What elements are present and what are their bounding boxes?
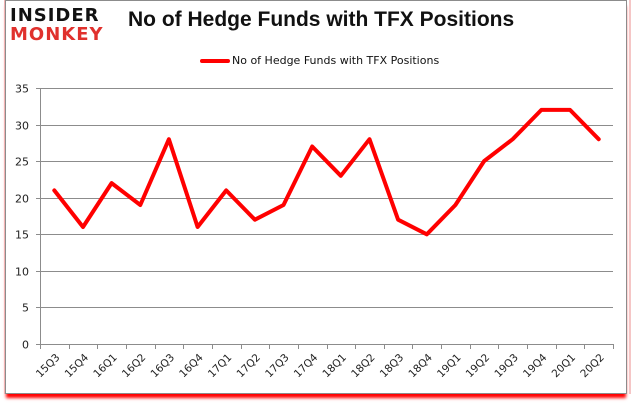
x-tick-label: 19Q4 [521, 351, 550, 380]
x-tick-label: 16Q1 [91, 352, 120, 381]
x-tick-label: 16Q2 [120, 352, 149, 381]
x-tick-label: 17Q4 [292, 351, 321, 380]
x-tick-label: 15Q3 [34, 352, 63, 381]
x-tick-label: 20Q1 [550, 352, 579, 381]
legend-label: No of Hedge Funds with TFX Positions [232, 54, 440, 67]
series-line-tfx [52, 107, 601, 237]
insider-monkey-logo: INSIDER MONKEY [10, 6, 115, 48]
x-tick-label: 19Q2 [464, 352, 493, 381]
chart-title: No of Hedge Funds with TFX Positions [128, 8, 515, 31]
y-tick-label: 35 [15, 83, 29, 96]
legend-line-swatch [200, 58, 230, 63]
x-axis: 15Q3 15Q4 16Q1 16Q2 16Q3 16Q4 17Q1 17Q2 17Q3 17Q4… [34, 344, 614, 380]
logo-line-1: INSIDER [10, 5, 100, 26]
y-tick-label: 20 [15, 193, 29, 206]
x-tick-label: 15Q4 [63, 351, 92, 380]
y-tick-label: 0 [22, 339, 29, 352]
x-tick-label: 17Q3 [263, 352, 292, 381]
x-tick-label: 17Q2 [234, 352, 263, 381]
y-tick-label: 15 [15, 229, 29, 242]
frame-edge-left [4, 0, 5, 394]
y-tick-label: 10 [15, 266, 29, 279]
x-tick-label: 19Q1 [435, 352, 464, 381]
chart-legend: No of Hedge Funds with TFX Positions [200, 54, 439, 67]
y-tick-label: 25 [15, 156, 29, 169]
x-tick-label: 18Q4 [406, 351, 435, 380]
y-axis: 0 5 10 15 20 25 30 35 [15, 83, 41, 352]
logo-line-2: MONKEY [10, 24, 104, 45]
x-tick-label: 16Q3 [149, 352, 178, 381]
x-tick-label: 18Q3 [378, 352, 407, 381]
chart-frame [5, 0, 627, 394]
x-tick-label: 16Q4 [177, 351, 206, 380]
x-tick-label: 17Q1 [206, 352, 235, 381]
frame-edge-right [629, 0, 631, 394]
y-tick-label: 5 [22, 302, 29, 315]
y-tick-label: 30 [15, 120, 29, 133]
x-tick-label: 18Q2 [349, 352, 378, 381]
x-tick-label: 20Q2 [578, 352, 607, 381]
x-tick-label: 19Q3 [492, 352, 521, 381]
x-tick-label: 18Q1 [320, 352, 349, 381]
